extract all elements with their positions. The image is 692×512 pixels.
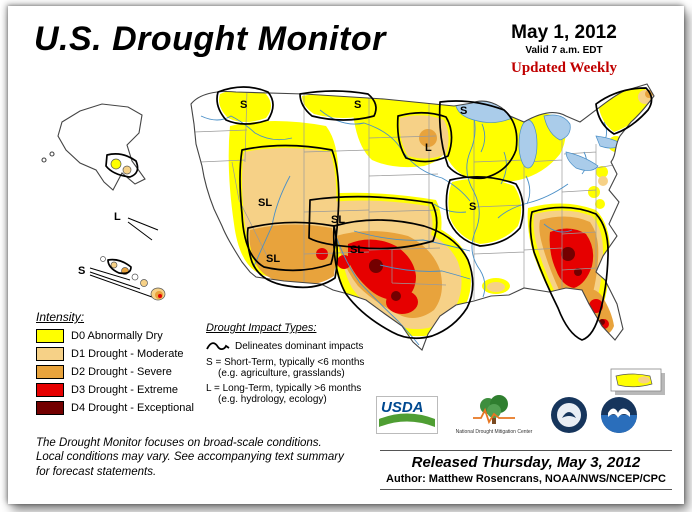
legend-item-d2: D2 Drought - Severe: [36, 365, 211, 379]
legend-item-label: D0 Abnormally Dry: [71, 330, 163, 342]
long-term-definition: L = Long-Term, typically >6 months: [206, 383, 362, 394]
hawaii-map: [89, 217, 166, 301]
legend-item-d0: D0 Abnormally Dry: [36, 329, 211, 343]
map-label-colorado-kansas: SL: [331, 214, 345, 226]
commerce-seal-icon: [551, 396, 587, 433]
ndmc-caption: National Drought Mitigation Center: [455, 429, 533, 435]
map-label-arizona-new-mexico: SL: [266, 253, 280, 265]
map-label-texas: SL: [350, 244, 364, 256]
map-label-nevada-utah: SL: [258, 197, 272, 209]
puerto-rico-inset: [610, 368, 665, 395]
drought-monitor-page: S S S L SL SL S SL SL L S U.S. Drought M…: [8, 6, 684, 504]
delineation-curve-icon: [206, 342, 230, 351]
usda-logo-text: USDA: [381, 399, 424, 416]
impact-types-heading: Drought Impact Types:: [206, 322, 317, 334]
impact-delineations: [216, 86, 653, 341]
ndmc-logo: National Drought Mitigation Center: [450, 394, 538, 435]
ndmc-tree-icon: [473, 395, 515, 425]
valid-time: Valid 7 a.m. EDT: [525, 45, 603, 56]
noaa-icon: [601, 396, 637, 433]
released-date: Released Thursday, May 3, 2012: [411, 454, 641, 471]
short-term-examples: (e.g. agriculture, grasslands): [218, 368, 345, 379]
short-term-definition: S = Short-Term, typically <6 months: [206, 357, 365, 368]
disclaimer-text: The Drought Monitor focuses on broad-sca…: [36, 436, 376, 479]
map-label-north-dakota: L: [425, 142, 432, 154]
map-label-montana: S: [354, 99, 361, 111]
legend-item-label: D3 Drought - Extreme: [71, 384, 178, 396]
disclaimer-line-2: Local conditions may vary. See accompany…: [36, 451, 344, 464]
agency-logos: USDA National Drought Mitigation Center: [376, 394, 666, 435]
noaa-logo: [600, 396, 638, 434]
delineates-label: Delineates dominant impacts: [235, 340, 364, 352]
map-date: May 1, 2012: [511, 22, 617, 43]
d2-color-chip: [36, 365, 64, 379]
d0-color-chip: [36, 329, 64, 343]
author-credit: Author: Matthew Rosencrans, NOAA/NWS/NCE…: [386, 473, 666, 485]
legend-item-d1: D1 Drought - Moderate: [36, 347, 211, 361]
disclaimer-line-3: for forecast statements.: [36, 465, 157, 478]
legend-item-label: D2 Drought - Severe: [71, 366, 172, 378]
updated-weekly-badge: Updated Weekly: [511, 60, 617, 76]
usda-logo-graphic: USDA: [376, 395, 438, 434]
d4-exceptional-regions: [369, 247, 605, 325]
legend-item-label: D1 Drought - Moderate: [71, 348, 184, 360]
drought-map: S S S L SL SL S SL SL L S: [41, 83, 665, 395]
page-title: U.S. Drought Monitor: [34, 20, 386, 58]
map-label-minnesota: S: [460, 105, 467, 117]
intensity-legend: Intensity: D0 Abnormally Dry D1 Drought …: [36, 310, 211, 419]
legend-item-d4: D4 Drought - Exceptional: [36, 401, 211, 415]
map-label-long-term-pointer: L: [114, 211, 121, 223]
map-label-short-term-pointer: S: [78, 265, 85, 277]
release-block: Released Thursday, May 3, 2012 Author: M…: [380, 450, 672, 490]
alaska-map: [41, 103, 146, 191]
d1-color-chip: [36, 347, 64, 361]
state-boundaries: [193, 89, 633, 300]
delineates-row: Delineates dominant impacts: [206, 339, 386, 353]
legend-item-label: D4 Drought - Exceptional: [71, 402, 194, 414]
great-lakes: [455, 99, 623, 171]
d3-color-chip: [36, 383, 64, 397]
date-block: May 1, 2012 Valid 7 a.m. EDT Updated Wee…: [476, 22, 652, 77]
usda-logo: USDA: [376, 395, 438, 434]
map-label-washington: S: [240, 99, 247, 111]
map-impact-labels: S S S L SL SL S SL SL L S: [78, 99, 476, 277]
legend-item-d3: D3 Drought - Extreme: [36, 383, 211, 397]
legend-heading: Intensity:: [36, 310, 85, 324]
long-term-examples: (e.g. hydrology, ecology): [218, 394, 327, 405]
impact-types-legend: Drought Impact Types: Delineates dominan…: [206, 322, 386, 405]
commerce-seal-logo: [550, 396, 588, 434]
d4-color-chip: [36, 401, 64, 415]
map-label-missouri: S: [469, 201, 476, 213]
disclaimer-line-1: The Drought Monitor focuses on broad-sca…: [36, 437, 322, 449]
